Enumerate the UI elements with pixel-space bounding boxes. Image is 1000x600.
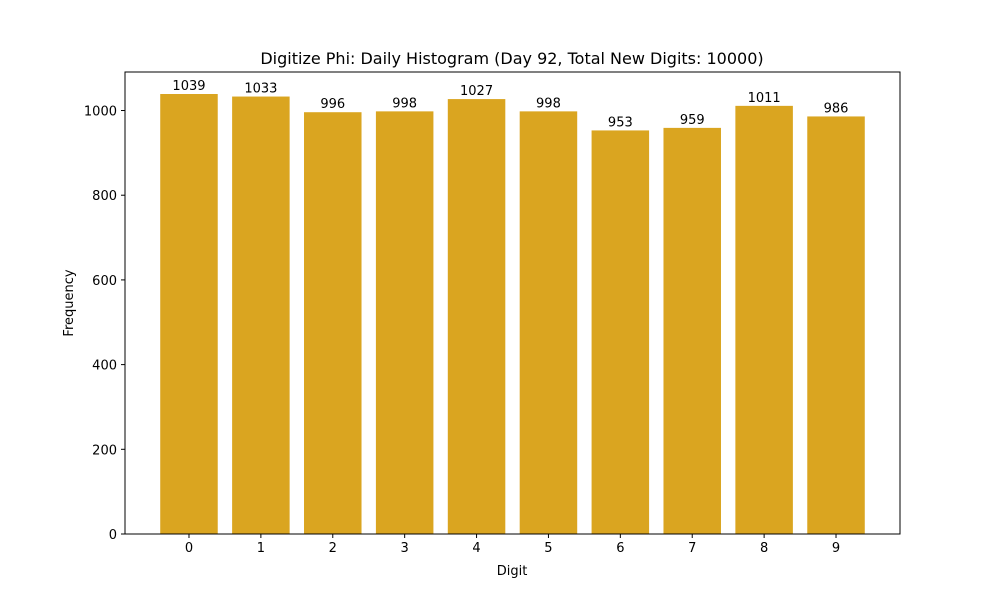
bar [735,105,793,535]
y-tick-label: 200 [92,443,117,458]
bar [232,96,290,535]
value-label: 1027 [460,84,493,99]
y-tick-label: 800 [92,189,117,204]
value-label: 953 [608,115,633,130]
y-tick-label: 600 [92,274,117,289]
bar [160,94,218,534]
x-tick-label: 6 [616,541,624,556]
y-tick-label: 1000 [84,105,117,120]
value-label: 1033 [244,82,277,97]
x-tick-label: 2 [329,541,337,556]
y-tick-label: 0 [109,528,117,543]
value-label: 996 [320,97,345,112]
chart-title: Digitize Phi: Daily Histogram (Day 92, T… [260,49,763,68]
x-tick-label: 8 [760,541,768,556]
value-label: 959 [680,113,705,128]
axes-frame [124,71,901,535]
y-axis-label: Frequency [62,269,77,336]
x-tick-label: 9 [832,541,840,556]
x-tick-label: 3 [401,541,409,556]
value-label: 998 [392,96,417,111]
bar [519,111,578,534]
bar [807,116,865,535]
bar [304,112,362,535]
bar [663,127,721,535]
x-axis-label: Digit [497,564,528,579]
x-tick-label: 1 [257,541,265,556]
plot-area: 1039 0 1033 1 996 2 998 3 1027 4 998 5 953 6 959 7 1011 8… [84,71,901,556]
value-label: 1011 [748,91,781,106]
bar [375,111,434,534]
y-tick-label: 400 [92,359,117,374]
x-tick-label: 0 [185,541,193,556]
value-label: 998 [536,96,561,111]
x-tick-label: 5 [544,541,552,556]
value-label: 1039 [172,79,205,94]
bar [591,130,650,535]
value-label: 986 [824,101,849,116]
bar [447,99,506,534]
x-tick-label: 7 [688,541,696,556]
x-tick-label: 4 [472,541,480,556]
